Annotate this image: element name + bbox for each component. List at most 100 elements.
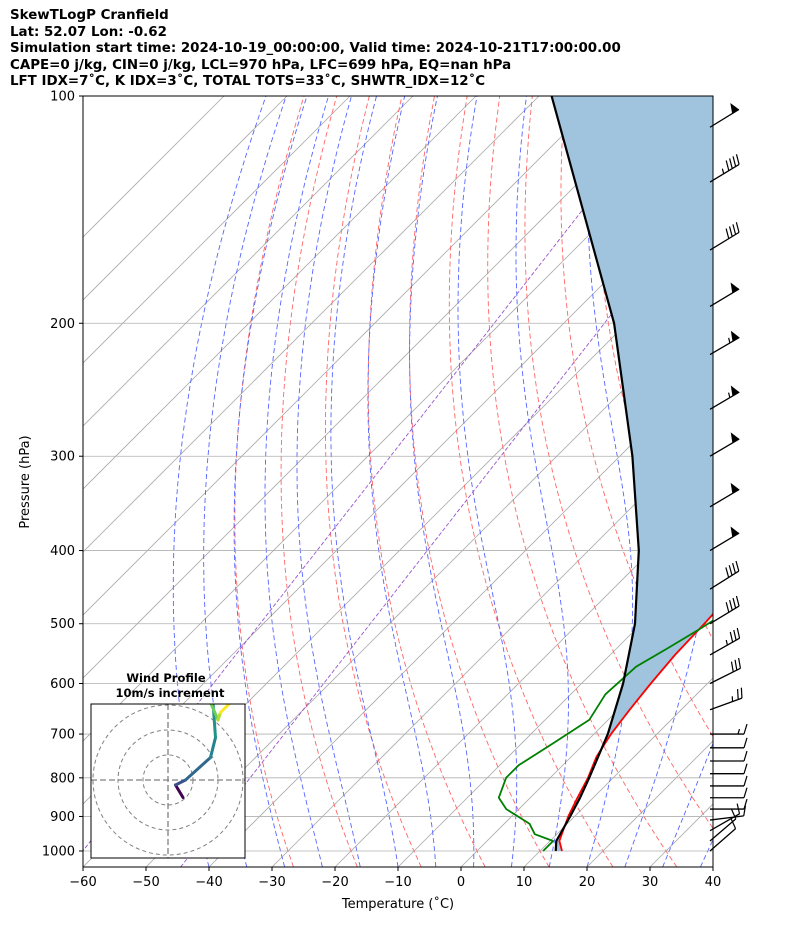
wind-barb-flag <box>730 526 740 538</box>
wind-barb <box>709 482 740 508</box>
wind-barb <box>709 385 740 410</box>
wind-barb-staff <box>709 818 737 842</box>
mixing-ratio-line <box>180 183 713 867</box>
wind-barb-half <box>728 392 731 398</box>
wind-barb <box>709 657 742 685</box>
wind-barb <box>710 763 748 775</box>
wind-barb <box>709 818 737 852</box>
moist-adiabat-line <box>233 96 308 867</box>
isotherm-line <box>83 96 477 490</box>
wind-barb-full <box>743 787 748 798</box>
wind-barb-staff <box>709 815 744 821</box>
hodograph-rings <box>91 704 245 858</box>
isotherm-line <box>271 425 713 867</box>
wind-barb-full <box>743 805 747 816</box>
x-tick-label: 40 <box>705 875 722 890</box>
wind-barb-flag <box>730 282 740 294</box>
isotherm-line <box>145 299 713 867</box>
wind-barb-staff <box>709 637 740 656</box>
isotherm-line <box>397 551 713 867</box>
wind-barb-full <box>728 226 733 237</box>
wind-barb-full <box>732 597 737 609</box>
moist-adiabat-line <box>264 96 329 867</box>
isotherm-line <box>83 96 414 427</box>
wind-barb-full <box>743 723 748 735</box>
wind-barb <box>709 595 740 625</box>
wind-barb-staff <box>709 163 740 183</box>
wind-barb <box>709 687 743 711</box>
wind-barb-full <box>729 158 733 169</box>
dry-adiabat-line <box>448 96 614 867</box>
wind-barb-full <box>734 659 738 671</box>
wind-barb <box>710 775 748 787</box>
wind-barb-half <box>737 728 741 735</box>
wind-barb <box>709 103 740 128</box>
parcel-profile-line <box>550 96 640 852</box>
moist-adiabat-line <box>457 96 518 867</box>
isotherm-line <box>712 866 713 867</box>
wind-barb <box>710 798 748 810</box>
wind-barb-full <box>732 562 736 574</box>
wind-barb-full <box>725 602 730 613</box>
moist-adiabat-line <box>203 96 287 867</box>
chart-title: SkewTLogP Cranfield <box>10 8 169 23</box>
wind-barb-staff <box>709 231 740 251</box>
dry-adiabat-line <box>728 96 794 867</box>
wind-barb <box>710 787 748 799</box>
wind-barb-full <box>725 228 730 239</box>
wind-barb-full <box>743 737 748 748</box>
x-tick-label: −20 <box>321 875 348 890</box>
wind-barb-full <box>743 798 748 810</box>
isotherm-line <box>83 96 603 616</box>
dry-adiabat-line <box>487 96 678 867</box>
isotherm-line <box>83 96 225 238</box>
hodograph-segment <box>209 736 217 759</box>
wind-barb-flag <box>730 385 740 397</box>
y-tick-label: 500 <box>50 617 75 632</box>
wind-barb <box>709 560 740 590</box>
wind-barb-full <box>730 661 734 672</box>
wind-barb <box>710 737 748 749</box>
y-tick-label: 300 <box>50 450 75 465</box>
y-tick-label: 800 <box>50 771 75 786</box>
wind-barb-staff <box>709 288 740 308</box>
x-tick-label: 0 <box>457 875 465 890</box>
wind-barb <box>709 222 740 251</box>
wind-barb-flag <box>730 482 740 494</box>
stability-indices-line: LFT IDX=7˚C, K IDX=3˚C, TOTAL TOTS=33˚C,… <box>10 74 486 90</box>
dry-adiabat-line <box>409 96 550 867</box>
dry-adiabat-line <box>280 96 358 867</box>
wind-barb-half <box>721 168 725 174</box>
dry-adiabat-line <box>325 96 422 867</box>
wind-barb <box>710 723 748 735</box>
isotherm-line <box>523 677 713 867</box>
wind-barb <box>709 154 740 183</box>
x-tick-label: 10 <box>516 875 533 890</box>
moist-adiabat-line <box>296 96 361 867</box>
instability-indices-line: CAPE=0 j/kg, CIN=0 j/kg, LCL=970 hPa, LF… <box>10 57 512 73</box>
wind-barb <box>709 627 741 656</box>
moist-adiabat-line <box>409 96 475 867</box>
wind-barb-full <box>736 689 739 700</box>
wind-barb-staff <box>709 828 737 852</box>
wind-barb-full <box>732 224 737 235</box>
wind-barb-full <box>735 154 740 165</box>
wind-barb-full <box>738 657 742 669</box>
wind-barb <box>710 750 748 762</box>
wind-barb-full <box>735 222 740 233</box>
x-axis-label: Temperature (˚C) <box>341 896 454 912</box>
wind-barb-full <box>725 160 730 171</box>
wind-barb-staff <box>709 336 740 356</box>
y-axis-ticks: 100 200 300 400 500 600 700 800 900 1000 <box>42 90 83 860</box>
y-tick-label: 400 <box>50 544 75 559</box>
wind-barb-full <box>732 156 737 167</box>
wind-barb-full <box>743 750 748 762</box>
y-axis-label: Pressure (hPa) <box>18 435 33 528</box>
y-tick-label: 1000 <box>42 845 75 860</box>
dry-adiabat-line <box>761 96 794 867</box>
x-tick-label: 30 <box>642 875 659 890</box>
wind-barb <box>709 330 740 356</box>
y-tick-label: 600 <box>50 677 75 692</box>
dewpoint-profile-line <box>497 619 713 852</box>
